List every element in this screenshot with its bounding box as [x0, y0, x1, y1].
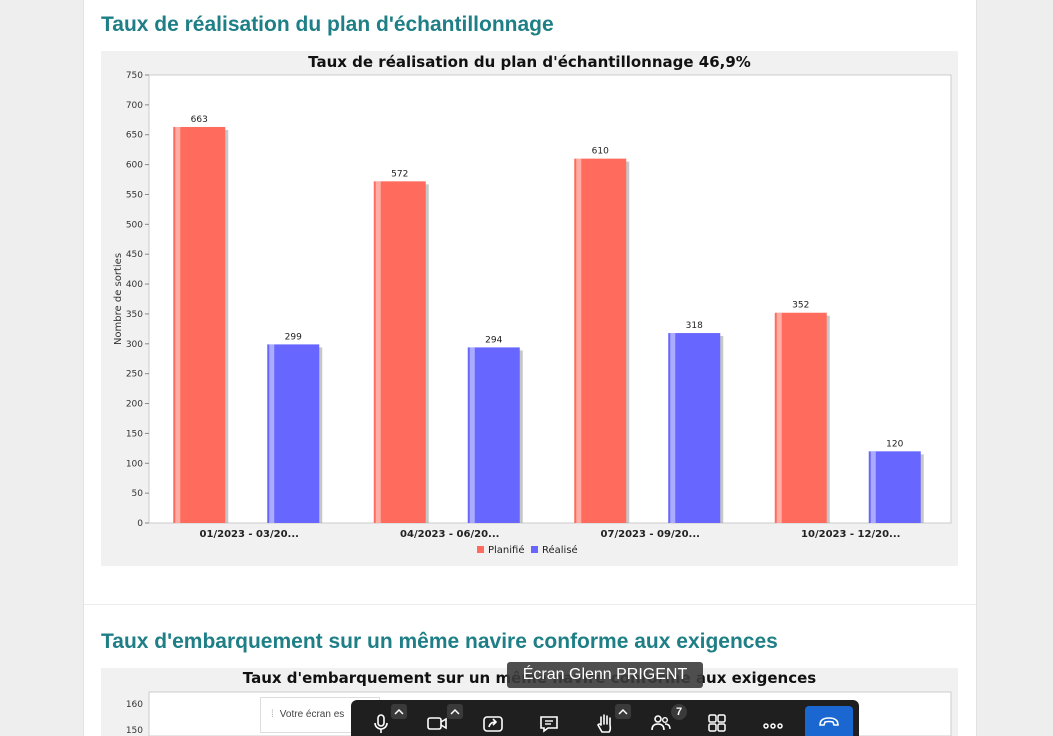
camera-icon: [427, 717, 447, 730]
section-divider: [84, 604, 976, 605]
chevron-up-icon: [394, 708, 404, 715]
boarding-y-tick: 150: [126, 726, 143, 736]
bar-highlight: [670, 333, 676, 523]
y-tick-label: 300: [126, 340, 143, 350]
apps-grid-icon: [708, 714, 726, 732]
bar-planifie: [574, 158, 627, 524]
bar-realise: [668, 333, 721, 523]
participants-count-badge: 7: [671, 704, 687, 720]
more-button[interactable]: [760, 712, 786, 736]
chat-icon: [540, 716, 558, 733]
microphone-button[interactable]: [368, 712, 394, 736]
share-screen-icon: [483, 716, 503, 732]
share-banner-text: Votre écran es: [279, 709, 345, 720]
sampling-chart: Taux de réalisation du plan d'échantillo…: [101, 51, 958, 566]
y-tick-label: 250: [126, 370, 143, 380]
bar-highlight: [269, 344, 275, 523]
bar-realise: [868, 451, 921, 523]
y-tick-label: 400: [126, 280, 143, 290]
bar-planifie: [173, 126, 226, 523]
y-tick-label: 750: [126, 71, 143, 81]
data-label: 352: [792, 301, 809, 311]
y-tick-label: 150: [126, 429, 143, 439]
raise-hand-button[interactable]: [592, 712, 618, 736]
y-axis-label: Nombre de sorties: [113, 253, 124, 345]
apps-button[interactable]: [704, 712, 730, 736]
hang-up-button[interactable]: [805, 706, 853, 736]
y-tick-label: 550: [126, 190, 143, 200]
y-tick-label: 700: [126, 101, 143, 111]
data-label: 120: [886, 439, 903, 449]
data-label: 663: [191, 115, 208, 125]
camera-options-button[interactable]: [447, 704, 463, 719]
screen-owner-tooltip: Écran Glenn PRIGENT: [507, 662, 703, 688]
chat-button[interactable]: [536, 712, 562, 736]
data-label: 610: [592, 147, 609, 157]
share-screen-button[interactable]: [480, 712, 506, 736]
bar-planifie: [774, 312, 827, 523]
report-page: Taux de réalisation du plan d'échantillo…: [83, 0, 977, 736]
section-heading-boarding: Taux d'embarquement sur un même navire c…: [101, 630, 778, 653]
bar-chart-svg: 0 50 100 150 200 250 300 350 400 450 500 550 600 650 7…: [113, 71, 952, 556]
x-tick-label: 10/2023 - 12/20...: [801, 529, 900, 540]
x-tick-label: 01/2023 - 03/20...: [200, 529, 299, 540]
more-icon: [763, 723, 783, 729]
bar-highlight: [175, 126, 181, 523]
bar-realise: [467, 347, 520, 523]
y-tick-label: 500: [126, 220, 143, 230]
data-label: 318: [686, 321, 703, 331]
bar-planifie: [373, 181, 426, 524]
legend-label: Planifié: [488, 544, 525, 556]
legend-label: Réalisé: [542, 544, 578, 556]
data-label: 294: [485, 335, 502, 345]
y-tick-label: 650: [126, 131, 143, 141]
bar-realise: [267, 344, 320, 523]
raise-hand-icon: [597, 714, 612, 733]
bar-highlight: [776, 312, 782, 523]
hang-up-icon: [819, 717, 839, 726]
microphone-options-button[interactable]: [391, 704, 407, 719]
chart-title: Taux de réalisation du plan d'échantillo…: [308, 53, 751, 71]
x-tick-label: 07/2023 - 09/20...: [601, 529, 700, 540]
bar-highlight: [870, 451, 876, 523]
boarding-y-tick: 160: [126, 700, 143, 710]
legend-swatch: [531, 546, 538, 553]
reactions-options-button[interactable]: [615, 704, 631, 719]
data-label: 572: [391, 169, 408, 179]
chevron-up-icon: [618, 708, 628, 715]
y-tick-label: 0: [137, 519, 143, 529]
drag-grip-icon[interactable]: ⁞: [271, 709, 274, 720]
participants-icon: [651, 715, 671, 731]
legend-swatch: [477, 546, 484, 553]
bar-highlight: [375, 181, 381, 524]
camera-button[interactable]: [424, 712, 450, 736]
y-tick-label: 350: [126, 310, 143, 320]
bar-highlight: [469, 347, 475, 523]
chevron-up-icon: [450, 708, 460, 715]
y-tick-label: 450: [126, 250, 143, 260]
x-tick-label: 04/2023 - 06/20...: [400, 529, 499, 540]
y-tick-label: 600: [126, 161, 143, 171]
data-label: 299: [285, 332, 302, 342]
participants-button[interactable]: [648, 712, 674, 736]
meeting-toolbar: 7: [351, 700, 859, 736]
microphone-icon: [374, 714, 388, 733]
section-heading-sampling: Taux de réalisation du plan d'échantillo…: [101, 13, 554, 36]
y-tick-label: 100: [126, 459, 143, 469]
bar-highlight: [576, 158, 582, 524]
y-tick-label: 200: [126, 400, 143, 410]
y-tick-label: 50: [132, 489, 144, 499]
